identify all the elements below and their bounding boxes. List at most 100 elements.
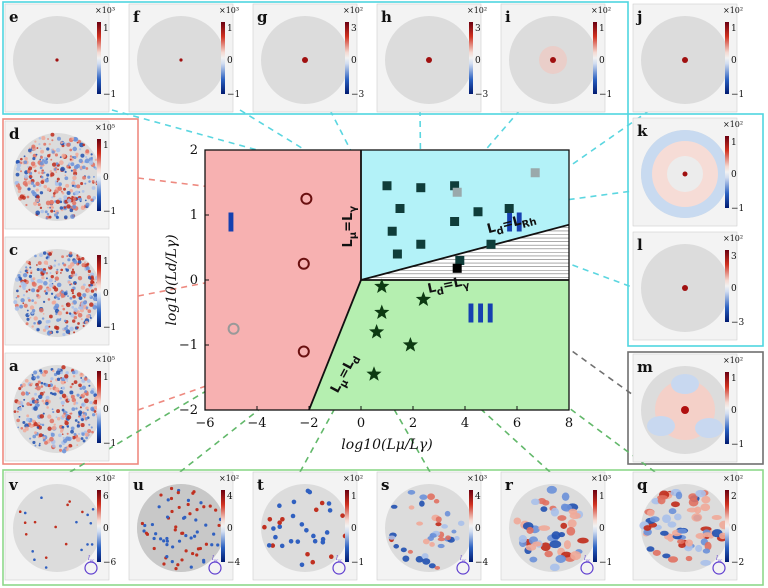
- connector-line: [111, 109, 388, 187]
- top-group-frame: [2, 1, 629, 115]
- boundary-label-d-gamma-text: Ld=Lγ: [426, 274, 470, 300]
- panel-label: l: [637, 236, 643, 254]
- panel-label: m: [637, 358, 653, 376]
- circle-marker: [227, 322, 240, 335]
- colorbar: [97, 490, 101, 562]
- colorbar-tick: 0: [731, 524, 737, 534]
- square-marker: [450, 181, 460, 191]
- region-label-I: I: [226, 208, 236, 238]
- colorbar-tick: −4: [475, 558, 489, 568]
- star-marker: [402, 337, 418, 352]
- colorbar-tick: −1: [351, 558, 364, 568]
- inset-pattern: [388, 490, 465, 570]
- boundary-line: [308, 279, 362, 410]
- colorbar-tick: 1: [599, 492, 605, 502]
- colorbar-tick: 0: [599, 524, 605, 534]
- colorbar-tick: 0: [227, 56, 233, 66]
- square-marker: [486, 239, 496, 249]
- colorbar-tick: −1: [103, 90, 116, 100]
- colorbar: [221, 490, 225, 562]
- x-axis-label: log10(Lμ/Lγ): [341, 437, 432, 453]
- inset-pattern: [137, 484, 225, 572]
- colorbar-tick: 3: [475, 24, 481, 34]
- colorbar-tick: 0: [351, 56, 357, 66]
- panel-label: e: [9, 8, 19, 26]
- square-marker: [416, 183, 426, 193]
- square-marker: [392, 249, 402, 259]
- boundary-label-d-rh: Ld=LRh: [486, 214, 538, 238]
- colorbar-tick: −2: [731, 558, 744, 568]
- panel-label: j: [635, 8, 642, 26]
- square-marker: [452, 187, 462, 197]
- inset-panel-d: d ×10⁵ 1 0 −1: [4, 120, 116, 230]
- panel-label: v: [8, 476, 19, 494]
- panel-label: h: [381, 8, 392, 26]
- inset-panel-e: e ×10³ 1 0 −1: [4, 3, 116, 113]
- star-marker: [374, 304, 390, 319]
- inset-disk: [385, 484, 473, 572]
- panel-label: a: [9, 357, 19, 375]
- colorbar-tick: 4: [475, 492, 481, 502]
- panel-label: r: [505, 476, 514, 494]
- colorbar-scale: ×10²: [343, 474, 363, 483]
- boundary-label-mu-gamma-text: Lμ=Lγ: [341, 206, 359, 248]
- colorbar-tick: 4: [227, 492, 233, 502]
- colorbar-tick: 0: [731, 170, 737, 180]
- scale-circle-label: lsc: [336, 555, 343, 563]
- colorbar-tick: 1: [103, 24, 109, 34]
- colorbar-scale: ×10²: [95, 474, 115, 483]
- x-tick-label: −6: [195, 416, 214, 431]
- region-label-II: II: [505, 208, 524, 238]
- x-tick-label: 4: [461, 416, 469, 431]
- panel-label: c: [9, 241, 18, 259]
- x-tick-label: −4: [247, 416, 266, 431]
- colorbar: [725, 250, 729, 322]
- colorbar-tick: 1: [103, 257, 109, 267]
- star-marker: [369, 324, 385, 339]
- inset-pattern: [641, 130, 729, 218]
- colorbar-tick: 0: [599, 56, 605, 66]
- colorbar-tick: 0: [103, 56, 109, 66]
- scale-circle-label: lsc: [584, 555, 591, 563]
- inset-panel-l: l ×10² 3 0 −3: [632, 231, 745, 341]
- inset-panel-a: a ×10⁵ 1 0 −1: [4, 352, 116, 462]
- panel-label: i: [505, 8, 511, 26]
- inset-pattern: [55, 58, 59, 62]
- square-marker: [452, 263, 462, 273]
- colorbar-tick: 0: [103, 524, 109, 534]
- panel-label: t: [257, 476, 264, 494]
- inset-pattern: [647, 374, 723, 440]
- colorbar-scale: ×10²: [723, 6, 743, 15]
- m-group-frame: [627, 351, 764, 465]
- left-group-frame: [2, 118, 139, 465]
- colorbar: [345, 490, 349, 562]
- colorbar-scale: ×10²: [723, 474, 743, 483]
- right-group-frame: [627, 113, 764, 347]
- inset-panel-q: q ×10² 2 0 −2 lsc: [632, 471, 744, 581]
- colorbar-tick: 0: [731, 56, 737, 66]
- colorbar-tick: −4: [227, 558, 241, 568]
- panel-label: f: [133, 8, 141, 26]
- scale-circle: lsc: [332, 555, 346, 575]
- circle-marker: [297, 345, 310, 358]
- colorbar-tick: −1: [731, 204, 744, 214]
- panel-label: k: [637, 122, 648, 140]
- inset-pattern: [179, 58, 183, 62]
- colorbar: [97, 22, 101, 94]
- y-tick-label: 0: [190, 273, 198, 288]
- colorbar: [97, 371, 101, 443]
- bottom-group-frame: [2, 469, 764, 586]
- colorbar-tick: 2: [731, 492, 737, 502]
- colorbar-tick: 0: [731, 284, 737, 294]
- x-tick-label: −2: [299, 416, 318, 431]
- colorbar: [469, 490, 473, 562]
- square-marker: [450, 217, 460, 226]
- inset-panel-h: h ×10² 3 0 −3: [376, 3, 489, 113]
- colorbar-tick: 1: [103, 141, 109, 151]
- colorbar-tick: 0: [103, 289, 109, 299]
- colorbar-tick: −3: [731, 318, 745, 328]
- x-tick-label: 2: [409, 416, 417, 431]
- inset-panel-r: r ×10³ 1 0 −1 lsc: [500, 471, 612, 581]
- colorbar-tick: 0: [103, 173, 109, 183]
- colorbar-tick: −1: [731, 440, 744, 450]
